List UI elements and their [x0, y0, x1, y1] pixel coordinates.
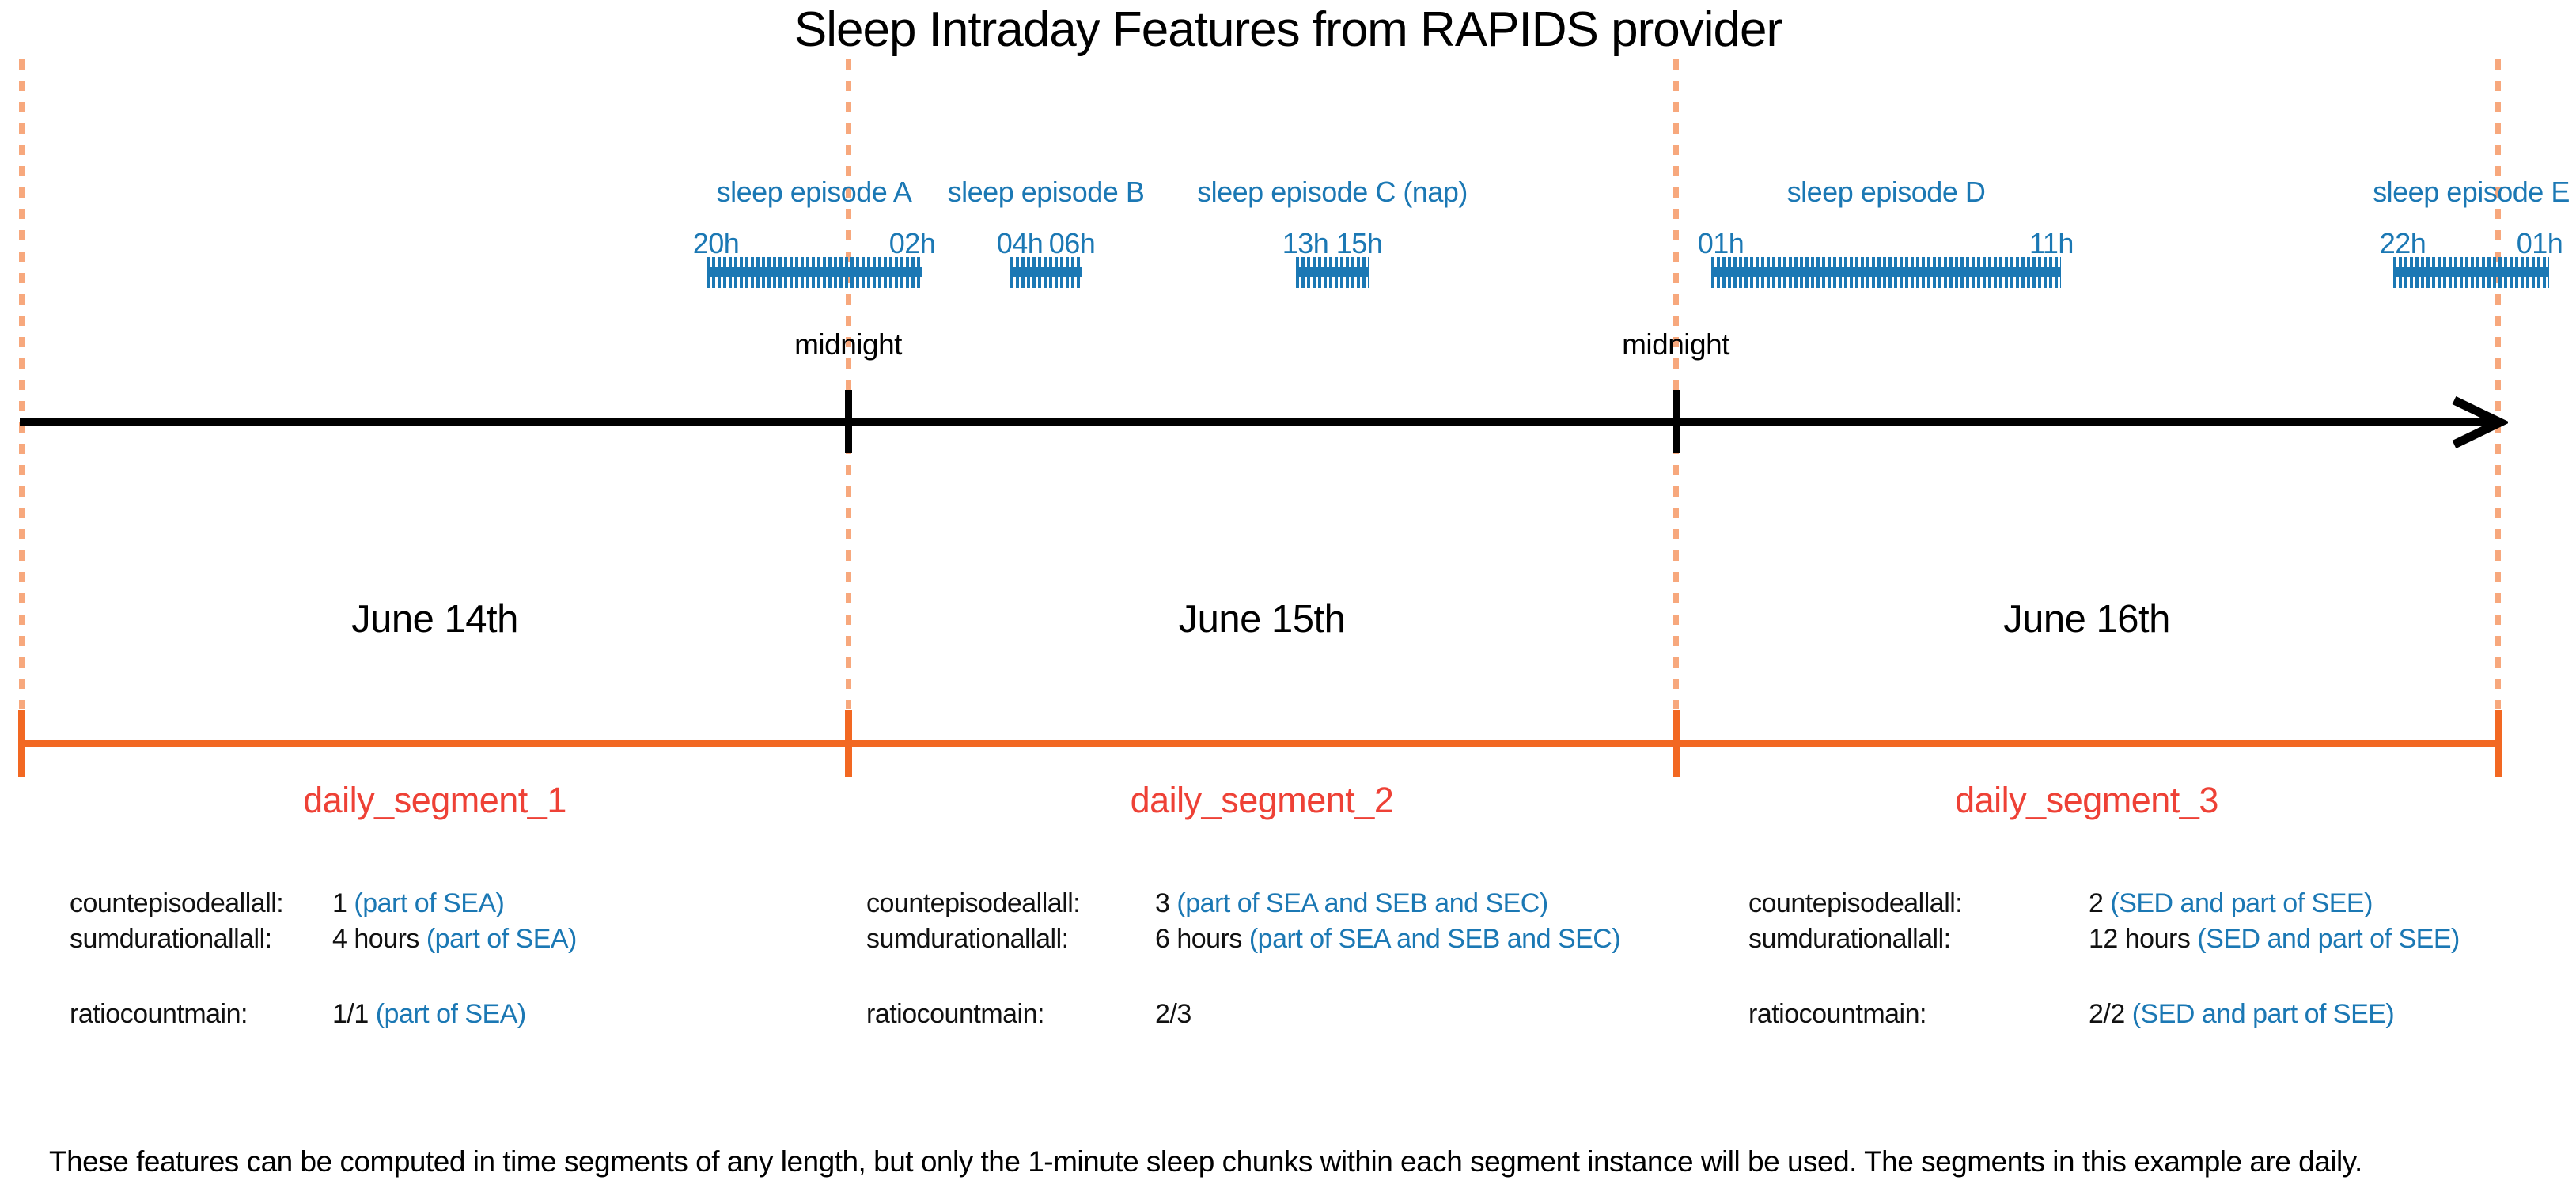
feature-value-number: 2/3 — [1155, 999, 1191, 1029]
sleep-episode-start-hour-2: 13h — [1282, 227, 1329, 259]
feature-value-number: 12 hours — [2089, 924, 2191, 954]
feature-value-note: (part of SEA) — [419, 924, 578, 954]
day-label-1: June 15th — [1178, 598, 1346, 641]
bracket-tick-1 — [844, 710, 852, 777]
feature-value-note: (part of SEA and SEB and SEC) — [1169, 888, 1548, 918]
sleep-episode-end-hour-4: 01h — [2516, 227, 2563, 259]
sleep-episode-name-1: sleep episode B — [947, 176, 1145, 208]
feature-value-0-0: 1 (part of SEA) — [332, 887, 505, 919]
sleep-episode-name-0: sleep episode A — [716, 176, 912, 208]
sleep-episode-bar-0 — [707, 257, 922, 288]
midnight-label-0: midnight — [794, 328, 902, 361]
feature-value-2-2: 2/2 (SED and part of SEE) — [2089, 998, 2395, 1030]
sleep-episode-bar-3 — [1711, 257, 2061, 288]
feature-value-number: 3 — [1155, 888, 1170, 918]
midnight-tick-0 — [844, 390, 852, 453]
sleep-episode-end-hour-0: 02h — [888, 227, 936, 259]
day-boundary-dashed-line-0 — [18, 59, 25, 709]
sleep-episode-end-hour-3: 11h — [2029, 227, 2074, 259]
midnight-label-1: midnight — [1622, 328, 1729, 361]
feature-value-number: 1 — [332, 888, 347, 918]
timeline-arrowhead-icon — [2452, 396, 2508, 448]
feature-value-number: 4 hours — [332, 924, 419, 954]
sleep-episode-start-hour-3: 01h — [1697, 227, 1744, 259]
feature-name-1-2: ratiocountmain: — [866, 999, 1044, 1029]
sleep-episode-start-hour-0: 20h — [692, 227, 740, 259]
feature-value-number: 2 — [2089, 888, 2104, 918]
sleep-episode-bar-1 — [1010, 257, 1082, 288]
feature-value-2-1: 12 hours (SED and part of SEE) — [2089, 923, 2460, 955]
sleep-episode-end-hour-2: 15h — [1335, 227, 1383, 259]
feature-value-number: 1/1 — [332, 999, 369, 1029]
feature-value-number: 2/2 — [2089, 999, 2125, 1029]
sleep-episode-start-hour-4: 22h — [2379, 227, 2426, 259]
footnote-text: These features can be computed in time s… — [49, 1145, 2362, 1178]
feature-value-note: (part of SEA and SEB and SEC) — [1241, 924, 1621, 954]
feature-value-1-0: 3 (part of SEA and SEB and SEC) — [1155, 887, 1548, 919]
sleep-episode-name-4: sleep episode E — [2373, 176, 2570, 208]
bracket-tick-2 — [1672, 710, 1680, 777]
feature-name-0-2: ratiocountmain: — [70, 999, 248, 1029]
feature-name-0-0: countepisodeallall: — [70, 888, 284, 918]
feature-value-1-1: 6 hours (part of SEA and SEB and SEC) — [1155, 923, 1621, 955]
timeline-axis — [20, 418, 2492, 426]
feature-value-note: (part of SEA) — [368, 999, 527, 1029]
segment-label-1: daily_segment_2 — [1130, 780, 1394, 820]
feature-value-note: (part of SEA) — [347, 888, 505, 918]
feature-name-1-1: sumdurationallall: — [866, 924, 1069, 954]
day-label-2: June 16th — [2003, 598, 2170, 641]
midnight-tick-1 — [1672, 390, 1680, 453]
feature-value-note: (SED and part of SEE) — [2103, 888, 2373, 918]
segments-bracket-line — [21, 740, 2498, 747]
sleep-episode-bar-4 — [2393, 257, 2549, 288]
day-boundary-dashed-line-3 — [2495, 59, 2501, 709]
feature-name-2-2: ratiocountmain: — [1748, 999, 1926, 1029]
feature-value-0-1: 4 hours (part of SEA) — [332, 923, 577, 955]
day-boundary-dashed-line-1 — [845, 59, 851, 709]
sleep-episode-bar-2 — [1296, 257, 1369, 288]
feature-name-2-0: countepisodeallall: — [1748, 888, 1963, 918]
bracket-tick-3 — [2494, 710, 2502, 777]
page-title: Sleep Intraday Features from RAPIDS prov… — [794, 2, 1782, 57]
bracket-tick-0 — [17, 710, 25, 777]
sleep-episode-end-hour-1: 06h — [1048, 227, 1096, 259]
sleep-episode-start-hour-1: 04h — [996, 227, 1044, 259]
feature-name-0-1: sumdurationallall: — [70, 924, 272, 954]
feature-value-note: (SED and part of SEE) — [2190, 924, 2460, 954]
feature-value-number: 6 hours — [1155, 924, 1242, 954]
feature-value-note: (SED and part of SEE) — [2124, 999, 2395, 1029]
segment-label-2: daily_segment_3 — [1955, 780, 2218, 820]
feature-value-1-2: 2/3 — [1155, 998, 1191, 1030]
feature-value-0-2: 1/1 (part of SEA) — [332, 998, 526, 1030]
segment-label-0: daily_segment_1 — [303, 780, 566, 820]
sleep-episode-name-2: sleep episode C (nap) — [1197, 176, 1468, 208]
day-boundary-dashed-line-2 — [1673, 59, 1679, 709]
sleep-episode-name-3: sleep episode D — [1786, 176, 1986, 208]
feature-name-2-1: sumdurationallall: — [1748, 924, 1951, 954]
day-label-0: June 14th — [351, 598, 518, 641]
feature-value-2-0: 2 (SED and part of SEE) — [2089, 887, 2373, 919]
feature-name-1-0: countepisodeallall: — [866, 888, 1081, 918]
